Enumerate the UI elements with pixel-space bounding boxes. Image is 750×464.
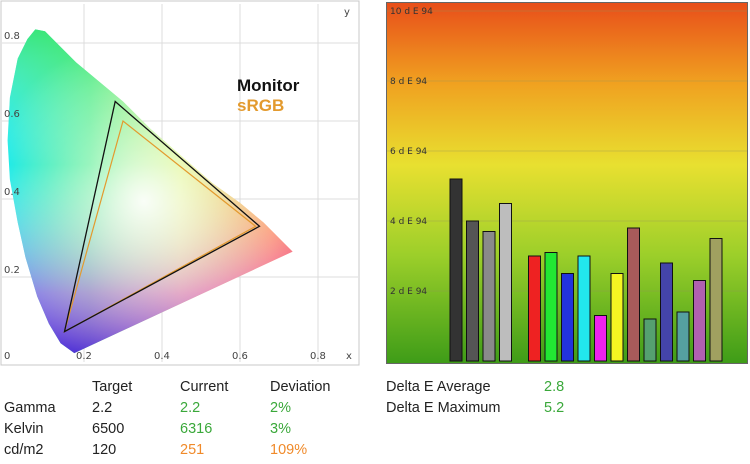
calibration-stats-table: Target Current Deviation Gamma 2.2 2.2 2… [0, 376, 380, 464]
delta-e-tick-label: 6 d E 94 [390, 147, 427, 157]
cie-x-tick-label: 0.2 [76, 351, 92, 362]
cie-x-tick-label: 0.6 [232, 351, 248, 362]
legend-monitor: Monitor [237, 76, 300, 95]
cie-x-tick-label: 0.8 [310, 351, 326, 362]
delta-e-bar [676, 311, 690, 362]
delta-e-bar-chart: 2 d E 94 4 d E 94 6 d E 94 8 d E 94 10 d E 9… [386, 2, 748, 364]
cie-chromaticity-chart: 0 0.2 0.4 0.6 0.8 0.2 0.4 0.6 0.8 x y Monitor sR… [0, 0, 360, 366]
delta-e-tick-labels: 2 d E 94 4 d E 94 6 d E 94 8 d E 94 10 d E 9… [390, 7, 433, 297]
cie-x-tick-label: 0 [4, 351, 10, 362]
delta-e-bar [544, 252, 558, 362]
delta-e-bars [449, 178, 723, 362]
cie-y-tick-label: 0.4 [4, 187, 20, 198]
cie-y-tick-label: 0.6 [4, 109, 20, 120]
monitor-gamut-triangle [63, 100, 261, 333]
header-deviation: Deviation [270, 379, 331, 395]
delta-e-bar [709, 238, 723, 362]
target-value: 6500 [92, 421, 125, 437]
delta-e-bar [577, 255, 591, 362]
delta-e-bar [528, 255, 541, 362]
current-value: 251 [180, 442, 205, 458]
delta-e-summary: Delta E Average 2.8 Delta E Maximum 5.2 [386, 376, 746, 426]
delta-e-bar [561, 273, 574, 362]
delta-e-tick-label: 8 d E 94 [390, 77, 427, 87]
delta-e-bar [499, 203, 512, 362]
delta-e-bar [482, 231, 496, 362]
delta-e-tick-label: 2 d E 94 [390, 287, 427, 297]
row-label: Kelvin [4, 421, 44, 437]
current-value: 2.2 [180, 400, 201, 416]
deviation-value: 109% [270, 442, 308, 458]
delta-e-average-value: 2.8 [544, 379, 565, 395]
delta-e-maximum-label: Delta E Maximum [386, 400, 501, 416]
delta-e-bar [660, 262, 673, 362]
delta-e-maximum-value: 5.2 [544, 400, 565, 416]
delta-e-average-label: Delta E Average [386, 379, 491, 395]
delta-e-bar [693, 280, 706, 362]
cie-x-tick-label: 0.4 [154, 351, 170, 362]
srgb-gamut-triangle [63, 119, 257, 333]
row-label: cd/m2 [4, 442, 44, 458]
target-value: 120 [92, 442, 117, 458]
legend-srgb: sRGB [237, 96, 284, 115]
delta-e-tick-label: 4 d E 94 [390, 217, 427, 227]
cie-y-tick-label: 0.2 [4, 265, 20, 276]
deviation-value: 3% [270, 421, 291, 437]
deviation-value: 2% [270, 400, 291, 416]
delta-e-bar [594, 315, 607, 362]
row-label: Gamma [4, 400, 56, 416]
header-current: Current [180, 379, 229, 395]
delta-e-tick-label: 10 d E 94 [390, 7, 433, 17]
delta-e-bar [610, 273, 624, 362]
cie-x-axis-label: x [346, 351, 352, 362]
current-value: 6316 [180, 421, 213, 437]
cie-tick-labels: 0 0.2 0.4 0.6 0.8 0.2 0.4 0.6 0.8 [4, 31, 326, 362]
delta-e-bar [643, 318, 657, 362]
cie-y-axis-label: y [344, 7, 350, 18]
target-value: 2.2 [92, 400, 113, 416]
delta-e-bar [449, 178, 463, 362]
delta-e-bar [627, 227, 640, 362]
header-target: Target [92, 379, 133, 395]
delta-e-bar [466, 220, 479, 362]
cie-y-tick-label: 0.8 [4, 31, 20, 42]
